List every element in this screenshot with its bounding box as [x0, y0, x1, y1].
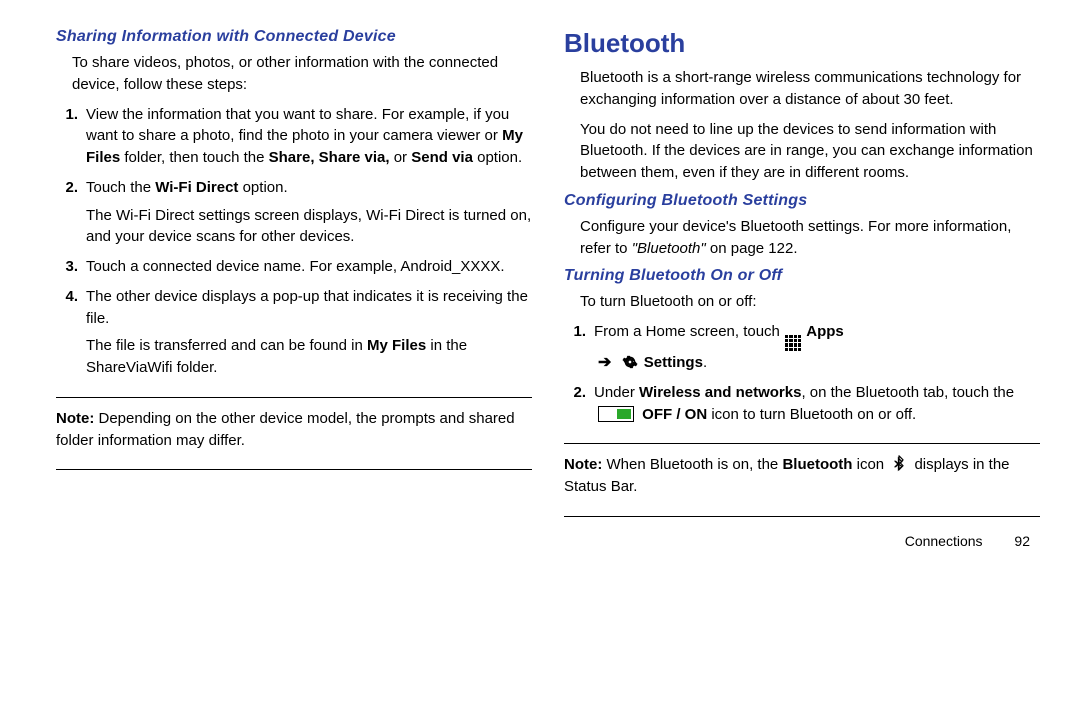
footer-section: Connections — [905, 533, 983, 549]
step-text: Touch a connected device name. For examp… — [86, 256, 532, 278]
step-number: 1. — [56, 104, 86, 169]
step-3: 3. Touch a connected device name. For ex… — [56, 256, 532, 278]
step-2: 2. Touch the Wi-Fi Direct option. The Wi… — [56, 177, 532, 248]
step-number: 4. — [56, 286, 86, 379]
divider — [564, 443, 1040, 444]
right-sub2-intro: To turn Bluetooth on or off: — [564, 291, 1040, 313]
on-off-toggle-icon — [598, 406, 634, 422]
right-sub1-body: Configure your device's Bluetooth settin… — [564, 216, 1040, 260]
r-step-1: 1. From a Home screen, touch Apps ➔ Sett… — [564, 321, 1040, 374]
manual-page: Sharing Information with Connected Devic… — [0, 0, 1080, 720]
apps-grid-icon — [785, 335, 801, 351]
left-note: Note: Depending on the other device mode… — [56, 408, 532, 452]
step-text: From a Home screen, touch Apps ➔ Setting… — [594, 321, 1040, 374]
right-note: Note: When Bluetooth is on, the Bluetoot… — [564, 454, 1040, 498]
step-text: Touch the Wi-Fi Direct option. The Wi-Fi… — [86, 177, 532, 248]
bluetooth-icon — [892, 455, 906, 473]
step-number: 2. — [56, 177, 86, 248]
left-subheading: Sharing Information with Connected Devic… — [56, 28, 532, 46]
right-para-1: Bluetooth is a short-range wireless comm… — [564, 67, 1040, 111]
step-2-sub: The Wi-Fi Direct settings screen display… — [86, 207, 531, 246]
divider — [56, 469, 532, 470]
settings-gear-icon — [622, 354, 638, 370]
divider — [564, 516, 1040, 517]
right-heading: Bluetooth — [564, 28, 1040, 59]
r-step-2: 2. Under Wireless and networks, on the B… — [564, 382, 1040, 426]
step-number: 1. — [564, 321, 594, 374]
right-steps-list: 1. From a Home screen, touch Apps ➔ Sett… — [564, 321, 1040, 433]
step-text: The other device displays a pop-up that … — [86, 286, 532, 379]
left-column: Sharing Information with Connected Devic… — [56, 28, 532, 700]
step-text: Under Wireless and networks, on the Blue… — [594, 382, 1040, 426]
divider — [56, 397, 532, 398]
page-footer: Connections 92 — [564, 527, 1040, 549]
step-number: 3. — [56, 256, 86, 278]
right-sub1: Configuring Bluetooth Settings — [564, 192, 1040, 210]
step-text: View the information that you want to sh… — [86, 104, 532, 169]
two-column-layout: Sharing Information with Connected Devic… — [56, 28, 1040, 700]
left-steps-list: 1. View the information that you want to… — [56, 104, 532, 387]
right-arrow-icon: ➔ — [598, 354, 611, 371]
right-sub2: Turning Bluetooth On or Off — [564, 267, 1040, 285]
step-1: 1. View the information that you want to… — [56, 104, 532, 169]
right-column: Bluetooth Bluetooth is a short-range wir… — [564, 28, 1040, 700]
right-para-2: You do not need to line up the devices t… — [564, 119, 1040, 184]
left-intro: To share videos, photos, or other inform… — [56, 52, 532, 96]
step-4: 4. The other device displays a pop-up th… — [56, 286, 532, 379]
footer-page-number: 92 — [1014, 533, 1030, 549]
step-number: 2. — [564, 382, 594, 426]
